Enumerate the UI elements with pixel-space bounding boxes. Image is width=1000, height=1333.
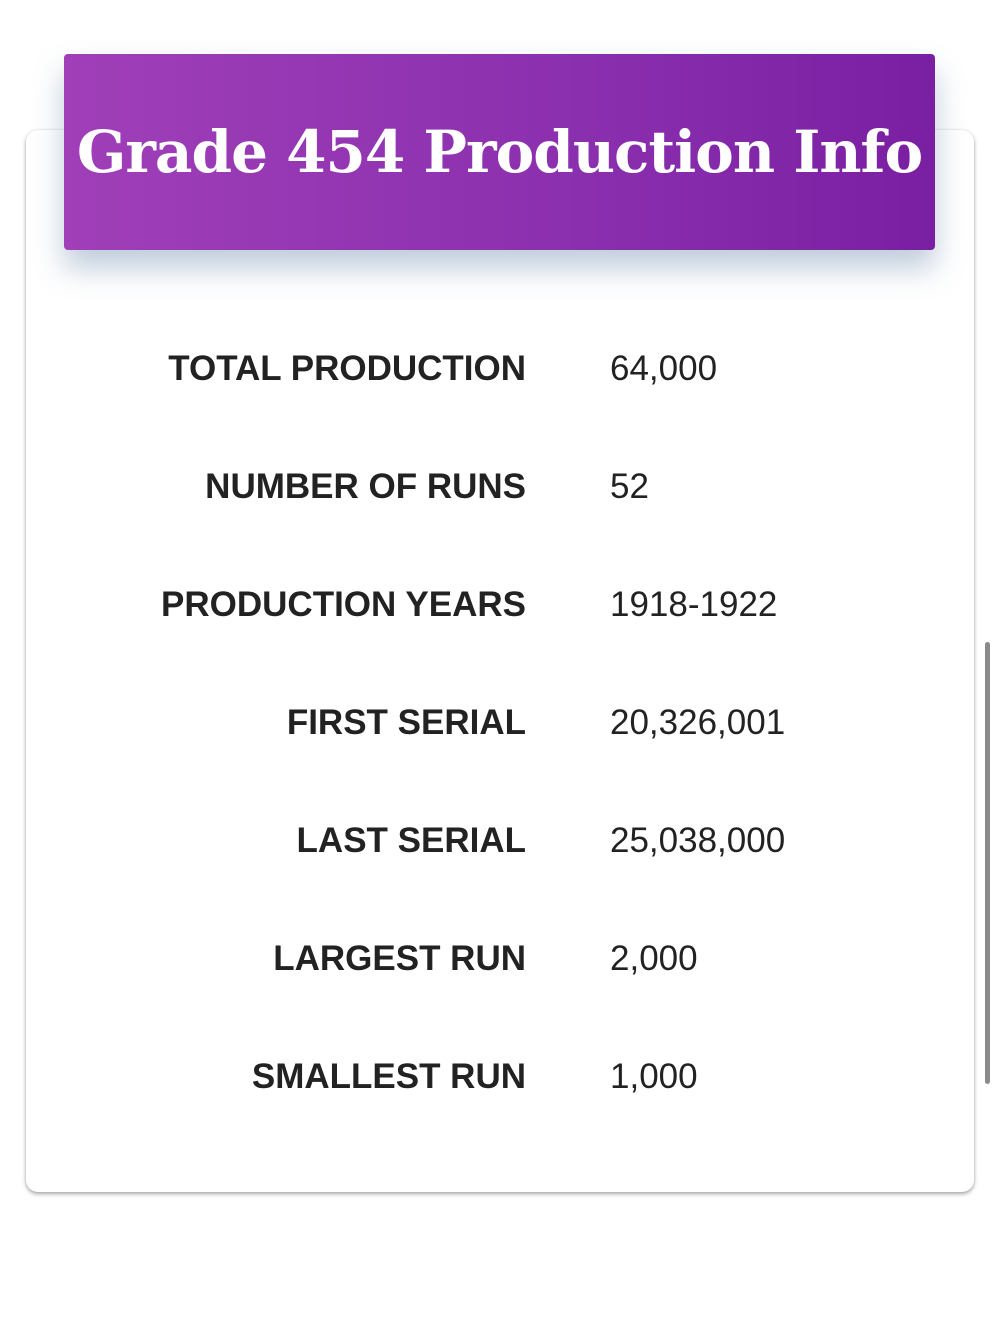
table-row: TOTAL PRODUCTION 64,000 bbox=[26, 310, 974, 428]
row-label: LAST SERIAL bbox=[296, 821, 526, 860]
table-row: LARGEST RUN 2,000 bbox=[26, 900, 974, 1018]
row-value: 20,326,001 bbox=[610, 703, 786, 742]
row-label: FIRST SERIAL bbox=[286, 703, 526, 742]
row-label: SMALLEST RUN bbox=[251, 1057, 526, 1096]
row-label: TOTAL PRODUCTION bbox=[168, 349, 526, 388]
title: Grade 454 Production Info bbox=[76, 118, 923, 186]
scrollbar bbox=[985, 642, 990, 1084]
table-row: SMALLEST RUN 1,000 bbox=[26, 1018, 974, 1136]
row-label: PRODUCTION YEARS bbox=[161, 585, 526, 624]
info-card bbox=[26, 130, 974, 1192]
table-row: NUMBER OF RUNS 52 bbox=[26, 428, 974, 546]
row-value: 2,000 bbox=[610, 939, 698, 978]
header-banner: Grade 454 Production Info bbox=[64, 54, 935, 250]
row-value: 52 bbox=[610, 467, 649, 506]
table-row: FIRST SERIAL 20,326,001 bbox=[26, 664, 974, 782]
row-value: 1,000 bbox=[610, 1057, 698, 1096]
row-value: 25,038,000 bbox=[610, 821, 786, 860]
table-row: LAST SERIAL 25,038,000 bbox=[26, 782, 974, 900]
row-label: NUMBER OF RUNS bbox=[205, 467, 526, 506]
info-table: TOTAL PRODUCTION 64,000 NUMBER OF RUNS 52 PR… bbox=[26, 310, 974, 1136]
row-value: 1918-1922 bbox=[610, 585, 778, 624]
table-row: PRODUCTION YEARS 1918-1922 bbox=[26, 546, 974, 664]
row-label: LARGEST RUN bbox=[273, 939, 526, 978]
row-value: 64,000 bbox=[610, 349, 718, 388]
